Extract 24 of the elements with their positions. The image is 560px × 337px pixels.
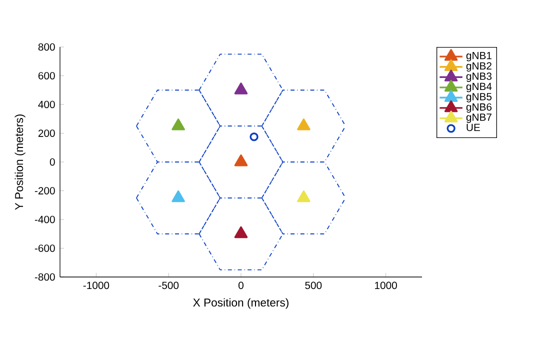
y-tick-label: -400 <box>34 216 55 224</box>
y-tick-label: 800 <box>38 43 55 51</box>
x-tick-label: 500 <box>305 282 322 290</box>
y-tick-label: -200 <box>34 187 55 194</box>
x-tick-label: 1000 <box>375 282 397 290</box>
legend-label: gNB3 <box>466 72 492 82</box>
legend-label: gNB1 <box>466 52 492 62</box>
x-tick-label: 0 <box>238 282 244 290</box>
legend-label: gNB4 <box>466 82 492 92</box>
x-tick-label: -1000 <box>83 282 110 290</box>
x-axis-title: X Position (meters) <box>193 298 288 309</box>
legend-label: UE <box>466 124 480 132</box>
legend-label: gNB6 <box>466 103 492 113</box>
y-tick-label: 0 <box>50 158 55 166</box>
x-tick-label: -500 <box>158 282 179 290</box>
y-axis-title: Y Position (meters) <box>14 114 26 210</box>
y-tick-label: 200 <box>38 130 55 137</box>
legend-label: gNB2 <box>466 62 492 72</box>
legend-label: gNB5 <box>466 93 492 102</box>
y-tick-label: 600 <box>38 72 55 80</box>
y-tick-label: 400 <box>38 100 55 108</box>
y-tick-label: -600 <box>34 244 55 252</box>
y-tick-label: -800 <box>34 273 55 281</box>
legend-label: gNB7 <box>466 114 492 123</box>
